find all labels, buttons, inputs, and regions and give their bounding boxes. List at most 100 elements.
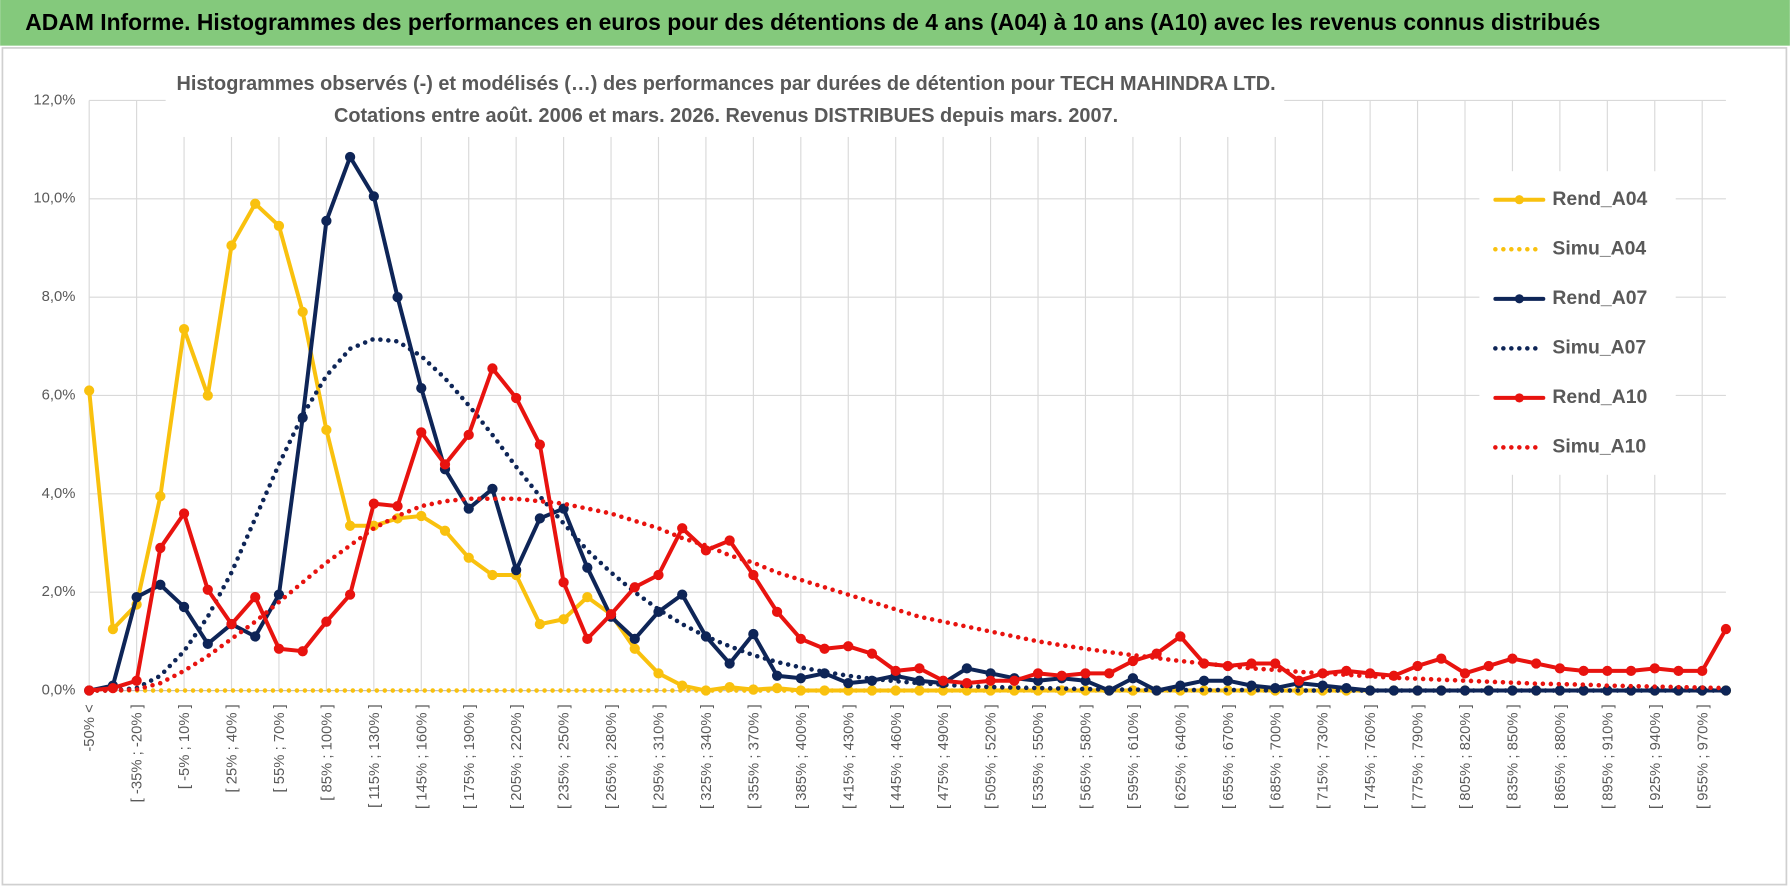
point xyxy=(463,503,474,514)
x-tick-label: -50% < xyxy=(82,704,98,751)
x-tick-label: [ 115% ; 130% ] xyxy=(367,704,383,808)
point xyxy=(985,675,996,686)
point xyxy=(487,483,498,495)
x-tick-label: [ 925% ; 940% ] xyxy=(1648,704,1664,809)
point xyxy=(1459,668,1471,679)
point xyxy=(582,633,593,645)
point xyxy=(202,390,213,401)
x-tick-label: [ 25% ; 40% ] xyxy=(225,704,241,792)
point xyxy=(1175,631,1186,642)
x-tick-label: [ 355% ; 370% ] xyxy=(746,704,762,809)
point xyxy=(653,668,664,679)
chart-title: Histogrammes observés (-) et modélisés (… xyxy=(176,72,1275,95)
x-tick-label: [ 385% ; 400% ] xyxy=(794,704,810,809)
x-tick-label: [ 565% ; 580% ] xyxy=(1079,704,1095,809)
point xyxy=(961,663,972,674)
point xyxy=(178,323,190,335)
point xyxy=(748,628,759,640)
point xyxy=(1222,675,1233,686)
x-tick-label: [ 655% ; 670% ] xyxy=(1221,704,1237,809)
x-tick-label: [ 265% ; 280% ] xyxy=(604,704,620,809)
point xyxy=(178,601,190,613)
point xyxy=(273,643,285,654)
x-tick-label: [ 235% ; 250% ] xyxy=(557,704,573,809)
y-tick-label: 8,0% xyxy=(42,289,76,305)
y-tick-label: 0,0% xyxy=(42,682,76,698)
point xyxy=(1246,658,1257,669)
legend-label: Simu_A07 xyxy=(1552,336,1646,358)
x-tick-label: [ 745% ; 760% ] xyxy=(1363,704,1379,809)
legend-label: Rend_A07 xyxy=(1552,287,1647,309)
point xyxy=(416,510,427,522)
point xyxy=(1127,655,1139,667)
point xyxy=(748,569,759,581)
point xyxy=(1625,665,1637,677)
point xyxy=(344,151,356,163)
point xyxy=(416,382,427,394)
point xyxy=(724,658,735,669)
point xyxy=(273,589,285,600)
x-tick-label: [ 55% ; 70% ] xyxy=(272,704,288,792)
point xyxy=(700,545,712,556)
legend-label: Rend_A10 xyxy=(1552,386,1647,408)
point xyxy=(226,619,237,630)
point xyxy=(629,633,640,645)
point xyxy=(392,500,403,512)
series-line xyxy=(86,336,1729,693)
point xyxy=(961,678,972,689)
header-bar xyxy=(0,0,1790,46)
point xyxy=(1056,670,1067,681)
point xyxy=(250,198,261,209)
point xyxy=(84,385,95,396)
series-line xyxy=(86,496,1729,693)
x-tick-label: [ 715% ; 730% ] xyxy=(1316,704,1332,809)
point xyxy=(914,663,925,674)
point xyxy=(344,520,356,531)
point xyxy=(344,589,356,600)
point xyxy=(1720,623,1732,635)
point xyxy=(582,591,593,603)
point xyxy=(155,579,166,590)
x-tick-label: [ 955% ; 970% ] xyxy=(1695,704,1711,809)
x-tick-label: [ 505% ; 520% ] xyxy=(984,704,1000,809)
point xyxy=(416,427,427,438)
point xyxy=(1436,653,1447,664)
point xyxy=(558,614,569,625)
point xyxy=(629,582,640,593)
point xyxy=(629,643,640,654)
point xyxy=(1412,660,1423,672)
point xyxy=(487,569,498,581)
point xyxy=(1009,675,1020,686)
point xyxy=(392,292,403,303)
point xyxy=(795,633,806,645)
point xyxy=(938,675,949,686)
point xyxy=(771,670,783,681)
legend-marker xyxy=(1514,294,1524,304)
point xyxy=(582,562,593,573)
point xyxy=(131,675,142,686)
point xyxy=(439,459,451,470)
point xyxy=(226,240,237,251)
y-tick-label: 6,0% xyxy=(42,387,76,403)
point xyxy=(843,678,854,689)
legend-label: Rend_A04 xyxy=(1552,188,1647,210)
point xyxy=(178,508,190,519)
point xyxy=(843,641,854,652)
point xyxy=(1554,663,1566,674)
point xyxy=(795,673,806,684)
x-tick-label: [ 775% ; 790% ] xyxy=(1411,704,1427,809)
point xyxy=(1127,673,1139,684)
point xyxy=(1649,663,1660,674)
x-tick-label: [ 415% ; 430% ] xyxy=(841,704,857,809)
x-tick-label: [ 175% ; 190% ] xyxy=(462,704,478,809)
y-tick-label: 12,0% xyxy=(33,92,75,108)
point xyxy=(1151,648,1162,659)
point xyxy=(487,363,498,374)
point xyxy=(250,591,261,603)
x-tick-label: [ -35% ; -20% ] xyxy=(130,704,146,802)
point xyxy=(653,569,664,581)
point xyxy=(439,525,451,536)
point xyxy=(866,648,878,659)
point xyxy=(1602,665,1613,677)
header-title: ADAM Informe. Histogrammes des performan… xyxy=(25,9,1600,35)
